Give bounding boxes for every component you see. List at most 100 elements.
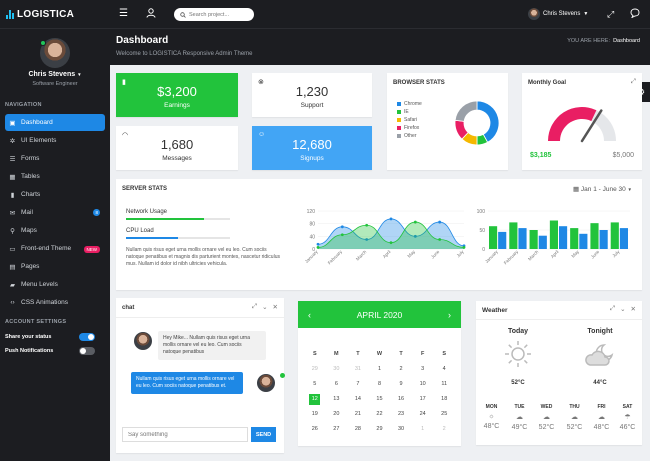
chat-input[interactable]	[128, 431, 238, 438]
calendar-day[interactable]: 30	[333, 366, 340, 372]
calendar-day[interactable]: 30	[398, 426, 405, 432]
calendar-day[interactable]: 5	[313, 381, 317, 387]
push-notifications-toggle[interactable]	[79, 347, 95, 355]
collapse-icon[interactable]: ⌄	[620, 306, 626, 313]
donut-slice[interactable]	[454, 100, 478, 122]
calendar-day[interactable]: 25	[441, 411, 448, 417]
user-menu[interactable]: Chris Stevens ▼	[528, 8, 588, 20]
brand-logo[interactable]: LOGISTICA	[6, 9, 74, 20]
bar[interactable]	[579, 233, 588, 249]
bar[interactable]	[489, 226, 498, 249]
sidebar-item-pages[interactable]: ▤ Pages	[9, 263, 40, 271]
bar[interactable]	[599, 230, 608, 249]
expand-icon[interactable]: ⤢	[609, 305, 616, 312]
calendar-day[interactable]: 22	[376, 411, 383, 417]
expand-icon[interactable]: ⤢	[630, 78, 636, 85]
calendar-day[interactable]: 23	[398, 411, 405, 417]
browser-donut-chart[interactable]	[453, 99, 501, 147]
sidebar-item-mail[interactable]: ✉ Mail 8	[9, 209, 100, 217]
chat-message-incoming: Hey Mike... Nullam quis risus eget urna …	[158, 331, 266, 360]
bar[interactable]	[518, 228, 527, 249]
prev-month-button[interactable]: ‹	[308, 309, 311, 320]
calendar-day[interactable]: 29	[311, 366, 318, 372]
calendar-day[interactable]: 21	[354, 411, 361, 417]
expand-icon[interactable]: ⤢	[251, 303, 258, 310]
data-point[interactable]	[316, 246, 320, 249]
calendar-day[interactable]: 31	[354, 366, 361, 372]
calendar-day[interactable]: 7	[356, 381, 360, 387]
data-point[interactable]	[413, 220, 417, 224]
calendar-day[interactable]: 3	[421, 366, 425, 372]
calendar-day[interactable]: 10	[419, 381, 426, 387]
calendar-day[interactable]: 12	[309, 394, 321, 405]
calendar-day[interactable]: 26	[311, 426, 318, 432]
calendar-day[interactable]: 1	[421, 426, 425, 432]
bar[interactable]	[538, 235, 547, 249]
calendar-day[interactable]: 18	[441, 396, 448, 402]
calendar-day[interactable]: 6	[334, 381, 338, 387]
sidebar-item-charts[interactable]: ▮ Charts	[10, 191, 41, 199]
calendar-day[interactable]: 11	[441, 381, 448, 387]
send-button[interactable]: SEND	[251, 427, 276, 442]
calendar-day[interactable]: 19	[311, 411, 318, 417]
date-range-picker[interactable]: ▦ Jan 1 - June 30 ▼	[572, 186, 632, 193]
bar[interactable]	[559, 226, 568, 249]
calendar-day[interactable]: 24	[419, 411, 426, 417]
search-input[interactable]	[189, 11, 251, 18]
calendar-day[interactable]: 16	[398, 396, 405, 402]
bar[interactable]	[619, 228, 628, 249]
calendar-day[interactable]: 8	[377, 381, 382, 387]
breadcrumb-current[interactable]: Dashboard	[613, 38, 640, 44]
bar[interactable]	[498, 231, 507, 249]
calendar-day[interactable]: 15	[376, 396, 383, 402]
data-point[interactable]	[340, 233, 344, 237]
sidebar-item-maps[interactable]: ⚲ Maps	[10, 227, 37, 235]
menu-toggle-icon[interactable]: ☰	[119, 8, 128, 19]
calendar-day[interactable]: 29	[376, 426, 383, 432]
calendar-day[interactable]: 14	[354, 396, 361, 402]
data-point[interactable]	[389, 217, 393, 221]
share-status-toggle[interactable]	[79, 333, 95, 341]
sidebar-item-dashboard[interactable]: ▣ Dashboard	[5, 114, 105, 131]
calendar-day[interactable]: 1	[377, 366, 382, 372]
sidebar-item-ui-elements[interactable]: ✲ UI Elements	[9, 137, 57, 145]
bar[interactable]	[590, 223, 599, 249]
sidebar-item-tables[interactable]: ▦ Tables	[9, 173, 40, 181]
fullscreen-icon[interactable]: ⤢	[607, 9, 615, 19]
data-point[interactable]	[438, 220, 442, 224]
calendar-day[interactable]: 4	[442, 366, 446, 372]
data-point[interactable]	[340, 225, 344, 229]
calendar-day[interactable]: 20	[333, 411, 340, 417]
close-icon[interactable]: ✕	[272, 304, 278, 311]
calendar-day[interactable]: 28	[354, 426, 361, 432]
data-point[interactable]	[438, 238, 442, 241]
bar[interactable]	[610, 222, 619, 249]
collapse-icon[interactable]: ⌄	[262, 304, 268, 311]
calendar-day[interactable]: 13	[333, 396, 340, 402]
sidebar-item-menu-levels[interactable]: ▰ Menu Levels	[10, 281, 58, 289]
bar[interactable]	[549, 220, 558, 250]
user-icon[interactable]	[146, 8, 156, 22]
next-month-button[interactable]: ›	[448, 309, 451, 320]
bar[interactable]	[529, 230, 538, 249]
data-point[interactable]	[389, 241, 393, 245]
bar[interactable]	[509, 222, 518, 249]
calendar-day[interactable]: 27	[333, 426, 340, 432]
data-point[interactable]	[316, 242, 320, 246]
chat-bubble-icon[interactable]	[630, 8, 640, 22]
sidebar-item-front-end-theme[interactable]: ▭ Front-end Theme NEW	[5, 240, 105, 257]
search-box[interactable]	[174, 8, 254, 21]
data-point[interactable]	[365, 238, 369, 241]
calendar-day[interactable]: 2	[442, 426, 446, 432]
calendar-day[interactable]: 9	[399, 381, 403, 387]
sidebar-item-css-animations[interactable]: ‹› CSS Animations	[10, 299, 68, 306]
close-icon[interactable]: ✕	[630, 306, 636, 313]
calendar-day[interactable]: 2	[399, 366, 403, 372]
calendar-day[interactable]: 17	[419, 396, 426, 402]
data-point[interactable]	[365, 223, 369, 227]
sidebar-item-forms[interactable]: ☰ Forms	[9, 155, 40, 163]
data-point[interactable]	[413, 234, 417, 238]
profile-name[interactable]: Chris Stevens ▼	[28, 71, 82, 78]
data-point[interactable]	[462, 246, 466, 249]
bar[interactable]	[570, 228, 579, 249]
